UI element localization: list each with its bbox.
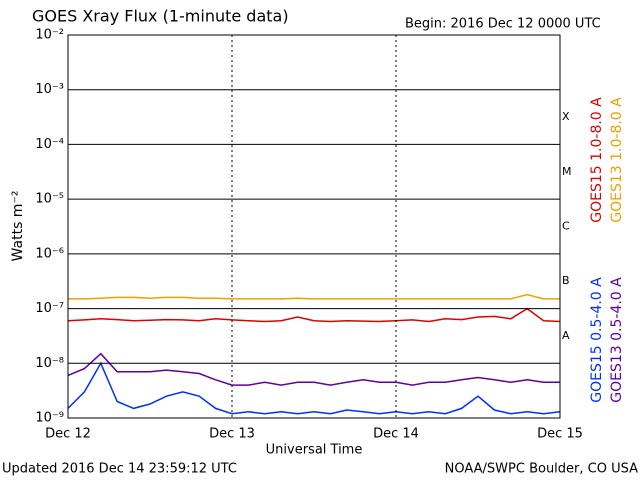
flare-class: B xyxy=(562,274,570,287)
x-tick-label: Dec 15 xyxy=(537,427,583,442)
flare-class: C xyxy=(562,220,570,233)
legend-label: GOES15 1.0-8.0 A xyxy=(589,97,605,223)
y-tick-label: 10⁻² xyxy=(35,28,64,43)
y-axis-label: Watts m⁻² xyxy=(10,191,26,262)
series-line xyxy=(67,352,560,386)
chart-title: GOES Xray Flux (1-minute data) xyxy=(32,7,289,26)
x-tick-label: Dec 12 xyxy=(45,427,91,442)
legend-label: GOES15 0.5-4.0 A xyxy=(589,277,605,403)
y-tick-label: 10⁻⁴ xyxy=(35,137,64,152)
footer-right: NOAA/SWPC Boulder, CO USA xyxy=(445,462,638,477)
footer-left: Updated 2016 Dec 14 23:59:12 UTC xyxy=(2,462,237,477)
y-tick-label: 10⁻⁸ xyxy=(35,356,64,371)
y-tick-label: 10⁻³ xyxy=(35,82,64,97)
y-tick-label: 10⁻⁶ xyxy=(35,246,64,261)
y-tick-label: 10⁻⁵ xyxy=(35,192,64,207)
series-line xyxy=(68,293,560,300)
x-tick-label: Dec 13 xyxy=(209,427,255,442)
chart-subtitle: Begin: 2016 Dec 12 0000 UTC xyxy=(405,17,601,32)
flare-class: X xyxy=(562,110,570,123)
flare-class: M xyxy=(562,165,572,178)
legend-label: GOES13 1.0-8.0 A xyxy=(609,97,625,223)
legend-label: GOES13 0.5-4.0 A xyxy=(609,277,625,403)
x-tick-label: Dec 14 xyxy=(373,427,419,442)
series-line xyxy=(67,307,561,323)
y-tick-label: 10⁻⁷ xyxy=(35,301,64,316)
series-line xyxy=(67,361,561,415)
y-tick-label: 10⁻⁹ xyxy=(35,411,64,426)
flare-class: A xyxy=(562,329,570,342)
plot-frame xyxy=(67,34,561,419)
x-axis-label: Universal Time xyxy=(266,443,363,458)
